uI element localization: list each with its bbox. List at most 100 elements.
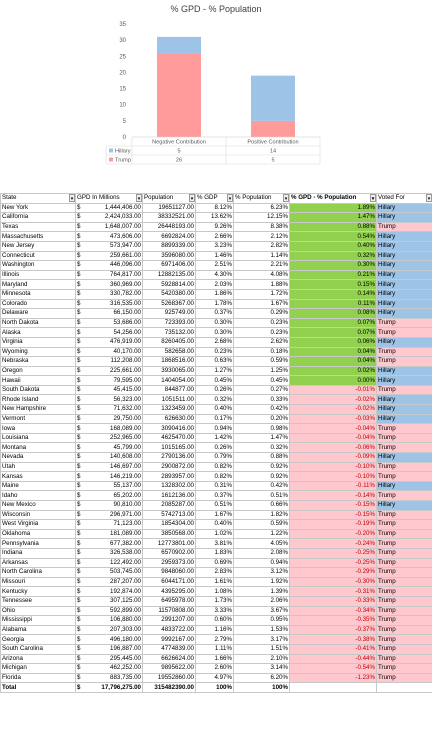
population-cell: 626630.00 bbox=[142, 413, 196, 425]
gdp-value: 71,632.00 bbox=[113, 405, 141, 413]
state-cell: Texas bbox=[0, 221, 76, 233]
legend-swatch-trump bbox=[109, 157, 113, 162]
currency-symbol: $ bbox=[77, 520, 81, 528]
filter-dropdown-icon[interactable]: ▾ bbox=[189, 194, 195, 202]
gdp-cell: $29,750.00 bbox=[75, 413, 143, 425]
pct-population-cell: 1.82% bbox=[233, 509, 290, 521]
diff-cell: -0.34% bbox=[289, 605, 377, 617]
gdp-cell: $146,697.00 bbox=[75, 461, 143, 473]
pct-population-cell: 3.17% bbox=[233, 634, 290, 645]
pct-gdp-cell: 1.08% bbox=[195, 586, 234, 597]
currency-symbol: $ bbox=[77, 491, 81, 499]
filter-dropdown-icon[interactable]: ▾ bbox=[136, 194, 142, 202]
gdp-cell: $473,606.00 bbox=[75, 231, 143, 242]
table-row: Mississippi $106,880.00 2991207.00 0.60% 0.9… bbox=[0, 615, 432, 626]
filter-dropdown-icon[interactable]: ▾ bbox=[227, 194, 233, 202]
gdp-value: 106,880.00 bbox=[110, 616, 141, 624]
diff-cell: -0.02% bbox=[289, 394, 377, 406]
voted-for-cell: Trump bbox=[376, 672, 432, 684]
currency-symbol: $ bbox=[77, 328, 81, 336]
population-cell: 735132.00 bbox=[142, 327, 196, 338]
column-header[interactable]: % GPD - % Population ▾ bbox=[289, 193, 377, 204]
gdp-cell: $573,947.00 bbox=[75, 240, 143, 252]
diff-cell: -0.37% bbox=[289, 624, 377, 636]
table-row: Nevada $140,608.00 2790136.00 0.79% 0.88% -0.… bbox=[0, 452, 432, 463]
filter-dropdown-icon[interactable]: ▾ bbox=[283, 194, 289, 202]
diff-cell: 0.11% bbox=[289, 298, 377, 310]
state-cell: Ohio bbox=[0, 605, 76, 617]
population-cell: 4833722.00 bbox=[142, 624, 196, 636]
table-row: Connecticut $259,661.00 3596080.00 1.46% 1.1… bbox=[0, 250, 432, 262]
table-row: Oregon $225,661.00 3930065.00 1.27% 1.25% 0.0… bbox=[0, 365, 432, 377]
total-pct-gdp: 100% bbox=[195, 682, 234, 693]
state-cell: Mississippi bbox=[0, 615, 76, 626]
data-value: 5 bbox=[271, 158, 274, 164]
empty-cell bbox=[289, 682, 377, 693]
gdp-value: 287,207.00 bbox=[110, 578, 141, 586]
pct-population-cell: 4.05% bbox=[233, 538, 290, 549]
state-cell: Illinois bbox=[0, 269, 76, 281]
currency-symbol: $ bbox=[77, 203, 81, 211]
pct-population-cell: 0.23% bbox=[233, 327, 290, 338]
currency-symbol: $ bbox=[77, 434, 81, 442]
total-label: Total bbox=[0, 682, 76, 693]
pct-gdp-cell: 0.79% bbox=[195, 452, 234, 463]
state-cell: Georgia bbox=[0, 634, 76, 645]
currency-symbol: $ bbox=[77, 319, 81, 327]
population-cell: 2959373.00 bbox=[142, 557, 196, 569]
population-cell: 9992167.00 bbox=[142, 634, 196, 645]
diff-cell: -0.10% bbox=[289, 471, 377, 482]
diff-cell: -0.33% bbox=[289, 595, 377, 607]
gdp-value: 573,947.00 bbox=[110, 242, 141, 250]
column-header[interactable]: State ▾ bbox=[0, 193, 76, 204]
diff-cell: 0.32% bbox=[289, 250, 377, 262]
pct-population-cell: 0.29% bbox=[233, 308, 290, 319]
currency-symbol: $ bbox=[77, 453, 81, 461]
currency-symbol: $ bbox=[77, 242, 81, 250]
pct-gdp-cell: 0.23% bbox=[195, 346, 234, 358]
diff-cell: 0.00% bbox=[289, 375, 377, 386]
diff-cell: 0.14% bbox=[289, 288, 377, 300]
population-cell: 2790136.00 bbox=[142, 452, 196, 463]
chart-title: % GPD - % Population bbox=[170, 4, 261, 14]
column-header[interactable]: % Population ▾ bbox=[233, 193, 290, 204]
gdp-value: 54,256.00 bbox=[113, 328, 141, 336]
y-tick-label: 30 bbox=[119, 38, 126, 44]
state-cell: Kansas bbox=[0, 471, 76, 482]
currency-symbol: $ bbox=[77, 606, 81, 614]
column-header[interactable]: GPD In Millions ▾ bbox=[75, 193, 143, 204]
table-row: Virginia $476,919.00 8260405.00 2.68% 2.62% 0… bbox=[0, 336, 432, 348]
population-cell: 1404054.00 bbox=[142, 375, 196, 386]
voted-for-cell: Trump bbox=[376, 423, 432, 434]
table-row: Nebraska $112,208.00 1868516.00 0.63% 0.59% 0… bbox=[0, 356, 432, 367]
voted-for-cell: Trump bbox=[376, 346, 432, 358]
population-cell: 1612136.00 bbox=[142, 490, 196, 501]
gdp-cell: $65,202.00 bbox=[75, 490, 143, 501]
pct-gdp-cell: 1.66% bbox=[195, 653, 234, 665]
pct-gdp-cell: 0.32% bbox=[195, 394, 234, 406]
diff-cell: -0.29% bbox=[289, 567, 377, 578]
voted-for-cell: Trump bbox=[376, 624, 432, 636]
gdp-cell: $883,735.00 bbox=[75, 672, 143, 684]
filter-dropdown-icon[interactable]: ▾ bbox=[370, 194, 376, 202]
gdp-value: 66,150.00 bbox=[113, 309, 141, 317]
column-header[interactable]: Population ▾ bbox=[142, 193, 196, 204]
filter-dropdown-icon[interactable]: ▾ bbox=[426, 194, 432, 202]
pct-population-cell: 0.32% bbox=[233, 442, 290, 454]
filter-dropdown-icon[interactable]: ▾ bbox=[69, 194, 75, 202]
column-header[interactable]: % GDP ▾ bbox=[195, 193, 234, 204]
diff-cell: 0.02% bbox=[289, 365, 377, 377]
gdp-value: 764,817.00 bbox=[110, 271, 141, 279]
voted-for-cell: Trump bbox=[376, 384, 432, 396]
gdp-value: 146,219.00 bbox=[110, 472, 141, 480]
population-cell: 5268367.00 bbox=[142, 298, 196, 310]
diff-cell: -0.10% bbox=[289, 461, 377, 473]
gdp-value: 677,382.00 bbox=[110, 539, 141, 547]
voted-for-cell: Trump bbox=[376, 634, 432, 645]
population-cell: 2900872.00 bbox=[142, 461, 196, 473]
state-cell: California bbox=[0, 212, 76, 223]
column-header[interactable]: Voted For ▾ bbox=[376, 193, 432, 204]
state-cell: Maryland bbox=[0, 279, 76, 290]
gdp-cell: $53,686.00 bbox=[75, 317, 143, 329]
population-cell: 6971406.00 bbox=[142, 260, 196, 271]
